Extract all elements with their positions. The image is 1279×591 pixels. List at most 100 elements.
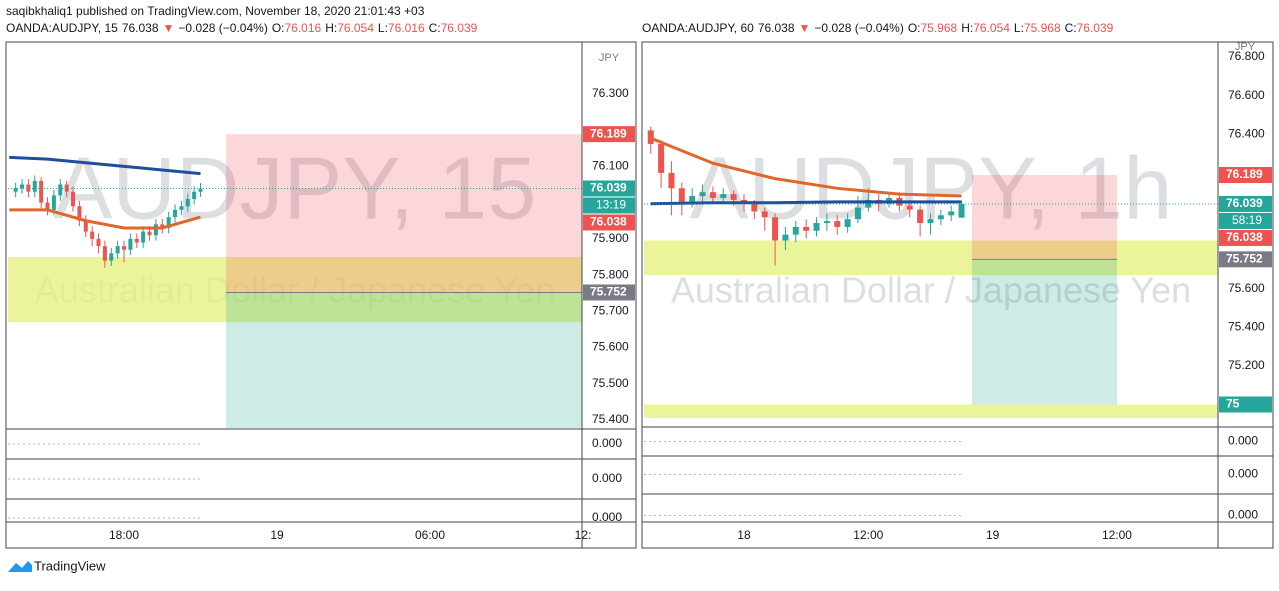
candle-body [102,246,107,261]
ohlc-label: O: [272,21,285,35]
x-tick-label: 12: [575,528,592,542]
y-tick-label: 76.600 [1228,88,1265,102]
candle-body [58,184,63,196]
candle-body [192,191,197,199]
y-tick-label: 75.500 [592,376,629,390]
candle-body [45,202,50,210]
y-tick-label: 76.400 [1228,126,1265,140]
price-label-box [1219,396,1272,413]
zone [644,240,1218,276]
y-tick-label: 75.900 [592,231,629,245]
candle-body [844,219,851,227]
candle-body [782,234,789,241]
ohlc-label: H: [961,21,973,35]
candle-body [153,224,158,236]
candle-body [134,238,139,243]
zone [8,256,582,323]
price-label-box [1219,195,1272,212]
x-tick-label: 12:00 [853,528,883,542]
chart-frame [641,41,1274,549]
y-tick-label: 75.200 [1228,358,1265,372]
candle-body [20,184,25,189]
ohlc-value: 76.016 [285,21,322,35]
last-price: 76.038 [122,21,159,35]
y-tick-label: 76.300 [592,86,629,100]
price-label-box [583,284,635,301]
price-label: 76.038 [1226,230,1263,244]
y-tick-label: 75.800 [592,267,629,281]
candle-body [109,253,114,261]
candle-body [854,207,861,220]
candle-body [198,188,203,192]
currency: JPY [1235,41,1256,53]
candle-body [823,221,830,224]
price-label-box [583,214,635,231]
ohlc-label: C: [429,21,441,35]
price-label-box [1219,166,1272,183]
candle-body [813,223,820,231]
candle-body [39,180,44,203]
candle-body [51,195,56,210]
header: saqibkhaliq1 published on TradingView.co… [6,4,425,18]
ohlc-value: 76.039 [441,21,478,35]
candle-body [90,231,95,239]
price-label: 75 [1226,397,1240,411]
moving-average [650,200,962,206]
pane-tick-label: 0.000 [1228,467,1258,481]
candle-body [166,217,171,228]
plot: AUDJPY, 15Australian Dollar / Japanese Y… [8,134,582,428]
ohlc-value: 76.054 [973,21,1010,35]
price-label: 75.752 [590,285,627,299]
x-tick-label: 18 [737,528,751,542]
price-label: 76.038 [590,215,627,229]
candle-body [77,206,82,221]
candle-body [179,206,184,210]
pane-tick-label: 0.000 [592,436,622,450]
candle-body [128,238,133,250]
x-tick-label: 19 [986,528,1000,542]
symbol: OANDA:AUDJPY, 60 [642,21,754,35]
moving-average [9,155,201,176]
candle-body [709,192,716,198]
candle-body [147,231,152,236]
countdown-box [583,197,635,214]
price-label: 76.039 [1226,196,1263,210]
ohlc-value: 76.016 [388,21,425,35]
candle-body [32,180,37,192]
watermark: AUDJPY, 15 [54,138,537,237]
price-label-box [1219,251,1272,268]
ohlc-label: L: [1014,21,1024,35]
change: −0.028 (−0.04%) [814,21,903,35]
y-tick-label: 75.700 [592,303,629,317]
candle-body [83,220,88,232]
price-label-box [1219,229,1272,246]
price-label: 76.189 [1226,167,1263,181]
ohlc-label: O: [908,21,921,35]
ohlc-label: H: [325,21,337,35]
countdown: 58:19 [1232,213,1262,227]
ohlc-value: 75.968 [921,21,958,35]
pane-tick-label: 0.000 [592,471,622,485]
candle-body [115,246,120,254]
stop-zone [226,134,582,293]
target-zone [226,292,582,428]
x-tick-label: 19 [270,528,284,542]
price-label: 76.189 [590,126,627,140]
candle-body [678,188,685,202]
candle-body [751,203,758,212]
pane-tick-label: 0.000 [1228,434,1258,448]
candle-body [803,226,810,231]
legend: OANDA:AUDJPY, 60 76.038 ▼ −0.028 (−0.04%) O:… [642,21,1114,35]
candle-body [834,221,841,227]
candle-body [160,224,165,228]
logo [8,561,32,572]
y-tick-label: 75.600 [1228,281,1265,295]
countdown-box [1219,212,1272,229]
candle-body [865,199,872,208]
candle-body [917,209,924,224]
candle-body [937,215,944,220]
target-zone [971,259,1117,405]
